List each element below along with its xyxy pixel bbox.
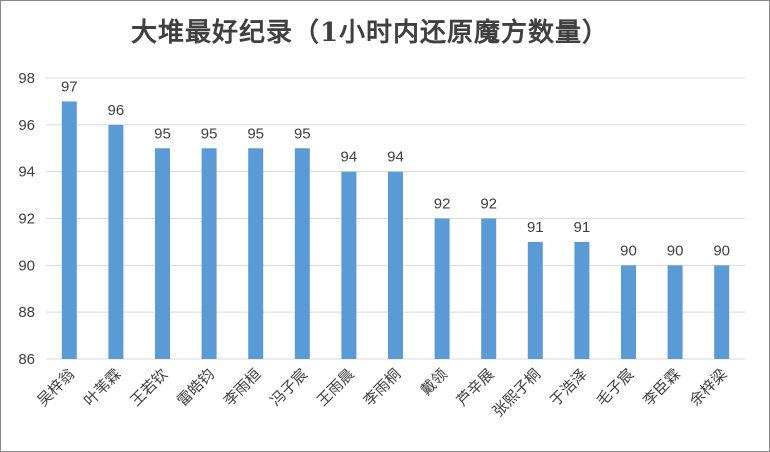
bar xyxy=(341,171,357,359)
data-label: 90 xyxy=(713,242,730,259)
x-tick-label: 芦辛展 xyxy=(453,365,498,410)
y-tick-label: 96 xyxy=(18,117,35,134)
x-tick-label: 李雨桓 xyxy=(220,365,265,410)
data-label: 92 xyxy=(480,196,497,213)
bar xyxy=(527,241,543,359)
data-label: 90 xyxy=(667,242,684,259)
data-label: 97 xyxy=(61,78,78,95)
data-label: 95 xyxy=(247,125,264,142)
data-label: 95 xyxy=(154,125,171,142)
bar xyxy=(61,101,77,360)
bar xyxy=(574,241,590,359)
data-label: 95 xyxy=(201,125,218,142)
y-tick-label: 92 xyxy=(18,211,35,228)
data-label: 95 xyxy=(294,125,311,142)
chart-title: 大堆最好纪录（1小时内还原魔方数量） xyxy=(130,18,610,48)
x-tick-label: 戴领 xyxy=(417,365,451,399)
x-tick-label: 于浩泽 xyxy=(546,365,591,410)
y-tick-label: 90 xyxy=(18,257,35,274)
x-tick-label: 王雨晨 xyxy=(313,365,358,410)
x-axis-ticks: 吴梓翁 叶苇霖 王若钦 雷皓钧 李雨桓 冯子宸 王雨晨 李雨桐 戴领 芦辛展张熙子桐 于浩泽 毛子宸李… xyxy=(34,365,731,420)
data-label: 91 xyxy=(574,219,591,236)
data-label: 94 xyxy=(341,149,358,166)
bar xyxy=(621,265,636,359)
x-tick-label: 冯子宸 xyxy=(267,365,312,410)
x-tick-label: 李臣霖 xyxy=(639,365,684,410)
y-tick-label: 98 xyxy=(18,70,35,87)
bars xyxy=(61,101,730,360)
data-labels: 97 96 95 95 95 95 94 94 92 92 91 91 90 90 90 xyxy=(61,78,730,259)
x-tick-label: 余梓梁 xyxy=(686,365,731,410)
bar xyxy=(294,148,310,359)
data-label: 96 xyxy=(108,102,125,119)
bar xyxy=(714,265,730,359)
data-label: 91 xyxy=(527,219,544,236)
data-label: 92 xyxy=(434,196,451,213)
x-tick-label: 张熙子桐 xyxy=(489,365,544,420)
x-tick-label: 吴梓翁 xyxy=(34,365,79,410)
bar xyxy=(667,265,683,359)
y-tick-label: 88 xyxy=(18,304,35,321)
bar xyxy=(388,171,403,359)
bar xyxy=(248,148,264,359)
bar xyxy=(201,148,217,359)
bar xyxy=(108,124,124,359)
y-tick-label: 94 xyxy=(18,164,35,181)
x-tick-label: 毛子宸 xyxy=(593,365,638,410)
x-tick-label: 雷皓钧 xyxy=(173,365,218,410)
y-tick-label: 86 xyxy=(18,351,35,368)
bar xyxy=(481,218,497,359)
data-label: 94 xyxy=(387,149,404,166)
x-tick-label: 王若钦 xyxy=(127,365,172,410)
x-tick-label: 叶苇霖 xyxy=(80,365,125,410)
data-label: 90 xyxy=(620,242,637,259)
x-tick-label: 李雨桐 xyxy=(360,365,405,410)
bar xyxy=(155,148,170,359)
bar xyxy=(434,218,450,359)
y-axis-ticks: 86 88 90 92 94 96 98 xyxy=(18,70,35,368)
